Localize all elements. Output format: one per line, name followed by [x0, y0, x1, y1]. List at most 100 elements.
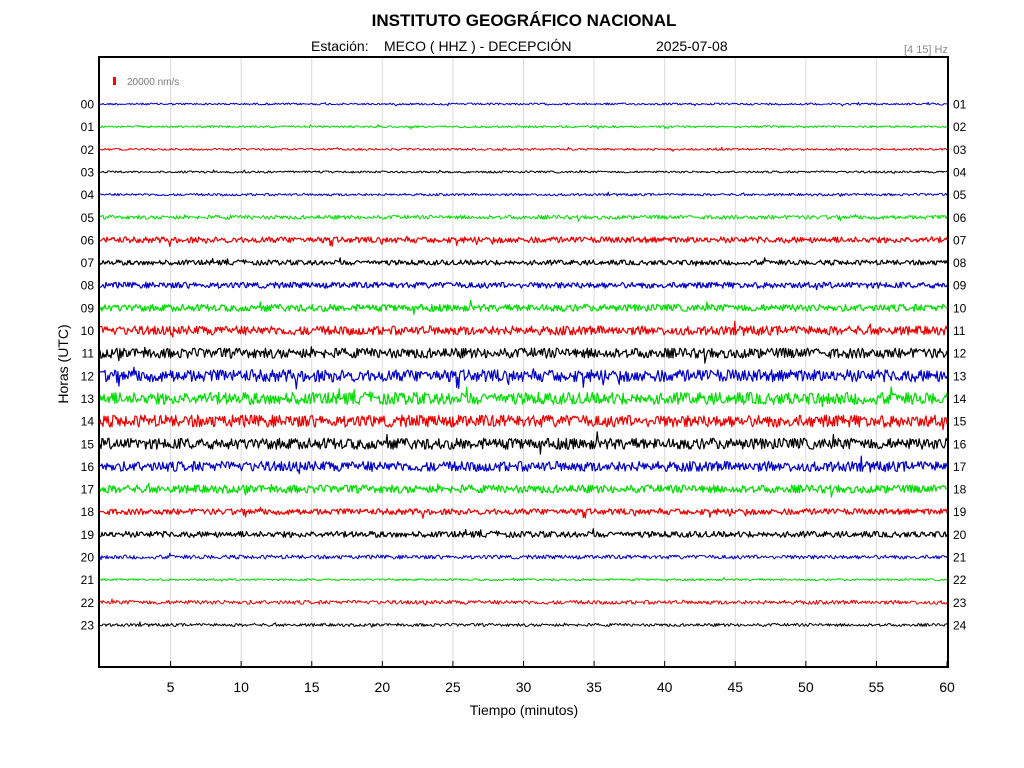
- hour-label-right: 02: [953, 120, 967, 134]
- trace-hour-15: [99, 431, 948, 455]
- grid-lines: [170, 57, 877, 667]
- hour-label-left: 04: [81, 188, 95, 202]
- hour-label-right: 21: [953, 551, 967, 565]
- y-axis-label: Horas (UTC): [55, 324, 71, 403]
- x-tick-label: 45: [727, 679, 743, 695]
- trace-hour-12: [99, 366, 948, 390]
- hour-label-left: 18: [81, 505, 95, 519]
- trace-hour-23: [99, 621, 948, 628]
- x-axis-label: Tiempo (minutos): [470, 702, 578, 718]
- trace-hour-11: [99, 346, 948, 364]
- trace-hour-19: [99, 528, 948, 538]
- x-tick-label: 20: [375, 679, 391, 695]
- hour-label-left: 07: [81, 256, 95, 270]
- trace-hour-04: [99, 191, 948, 197]
- x-tick-label: 10: [233, 679, 249, 695]
- trace-hour-01: [99, 124, 948, 130]
- trace-hour-09: [99, 299, 948, 316]
- hour-label-left: 06: [81, 233, 95, 247]
- hour-label-right: 05: [953, 188, 967, 202]
- station-date: 2025-07-08: [656, 38, 728, 54]
- hour-label-right: 13: [953, 369, 967, 383]
- trace-hour-03: [99, 169, 948, 174]
- trace-hour-14: [99, 414, 948, 431]
- left-hour-labels: 00 01 02 03 04 05 06 07 08 09 10 11 12 13 14 15 16 17 18 19…: [81, 98, 95, 633]
- trace-hour-13: [99, 386, 948, 408]
- x-tick-label: 55: [869, 679, 885, 695]
- hour-label-right: 12: [953, 347, 967, 361]
- trace-hour-00: [99, 101, 948, 107]
- x-tick-label: 35: [586, 679, 602, 695]
- hour-label-right: 24: [953, 618, 967, 632]
- hour-label-left: 17: [81, 483, 95, 497]
- trace-hour-16: [99, 455, 948, 475]
- x-tick-label: 15: [304, 679, 320, 695]
- filter-label: [4 15] Hz: [904, 44, 948, 56]
- trace-hour-02: [99, 146, 948, 152]
- trace-hour-10: [99, 320, 948, 338]
- hour-label-right: 19: [953, 505, 967, 519]
- hour-label-left: 15: [81, 437, 95, 451]
- hour-label-left: 12: [81, 369, 95, 383]
- trace-hour-05: [99, 213, 948, 222]
- hour-label-left: 16: [81, 460, 95, 474]
- hour-label-left: 02: [81, 143, 95, 157]
- station-name: MECO ( HHZ ) - DECEPCIÓN: [384, 38, 571, 54]
- trace-hour-22: [99, 598, 948, 606]
- hour-label-right: 07: [953, 233, 967, 247]
- hour-label-right: 04: [953, 165, 967, 179]
- trace-hour-17: [99, 482, 948, 498]
- hour-label-right: 03: [953, 143, 967, 157]
- hour-label-left: 03: [81, 165, 95, 179]
- hour-label-left: 13: [81, 392, 95, 406]
- hour-label-left: 14: [81, 415, 95, 429]
- hour-label-left: 20: [81, 551, 95, 565]
- x-tick-label: 25: [445, 679, 461, 695]
- hour-label-left: 22: [81, 596, 95, 610]
- seismic-traces: [99, 101, 948, 628]
- hour-label-left: 23: [81, 618, 95, 632]
- hour-label-right: 20: [953, 528, 967, 542]
- trace-hour-08: [99, 281, 948, 291]
- x-tick-label: 5: [167, 679, 175, 695]
- hour-label-left: 01: [81, 120, 95, 134]
- hour-label-right: 22: [953, 573, 967, 587]
- hour-label-left: 08: [81, 279, 95, 293]
- scale-label: 20000 nm/s: [127, 77, 179, 88]
- hour-label-right: 10: [953, 301, 967, 315]
- station-label: Estación:: [311, 38, 369, 54]
- trace-hour-06: [99, 235, 948, 247]
- x-tick-label: 50: [798, 679, 814, 695]
- hour-label-left: 09: [81, 301, 95, 315]
- x-tick-label: 40: [657, 679, 673, 695]
- trace-hour-21: [99, 576, 948, 583]
- x-tick-label: 30: [516, 679, 532, 695]
- hour-label-right: 08: [953, 256, 967, 270]
- hour-label-left: 21: [81, 573, 95, 587]
- x-axis-ticks: 5 10 15 20 25 30 35 40 45 50 55 60: [167, 661, 955, 695]
- hour-label-right: 11: [953, 324, 966, 338]
- hour-label-left: 10: [81, 324, 95, 338]
- right-hour-labels: 01 02 03 04 05 06 07 08 09 10 11 12 13 14 15 16 17 18 19 20…: [953, 98, 967, 633]
- hour-label-right: 09: [953, 279, 967, 293]
- x-tick-label: 60: [939, 679, 955, 695]
- hour-label-right: 23: [953, 596, 967, 610]
- trace-hour-07: [99, 257, 948, 267]
- hour-label-left: 19: [81, 528, 95, 542]
- scale-bar: [113, 77, 116, 85]
- hour-label-left: 11: [82, 347, 95, 361]
- trace-hour-18: [99, 506, 948, 519]
- hour-label-right: 06: [953, 211, 967, 225]
- hour-label-right: 16: [953, 437, 967, 451]
- hour-label-left: 00: [81, 98, 95, 112]
- hour-label-right: 14: [953, 392, 967, 406]
- hour-label-right: 17: [953, 460, 967, 474]
- chart-title: INSTITUTO GEOGRÁFICO NACIONAL: [372, 11, 677, 30]
- trace-hour-20: [99, 552, 948, 561]
- hour-label-right: 15: [953, 415, 967, 429]
- hour-label-right: 01: [953, 98, 967, 112]
- hour-label-left: 05: [81, 211, 95, 225]
- hour-label-right: 18: [953, 483, 967, 497]
